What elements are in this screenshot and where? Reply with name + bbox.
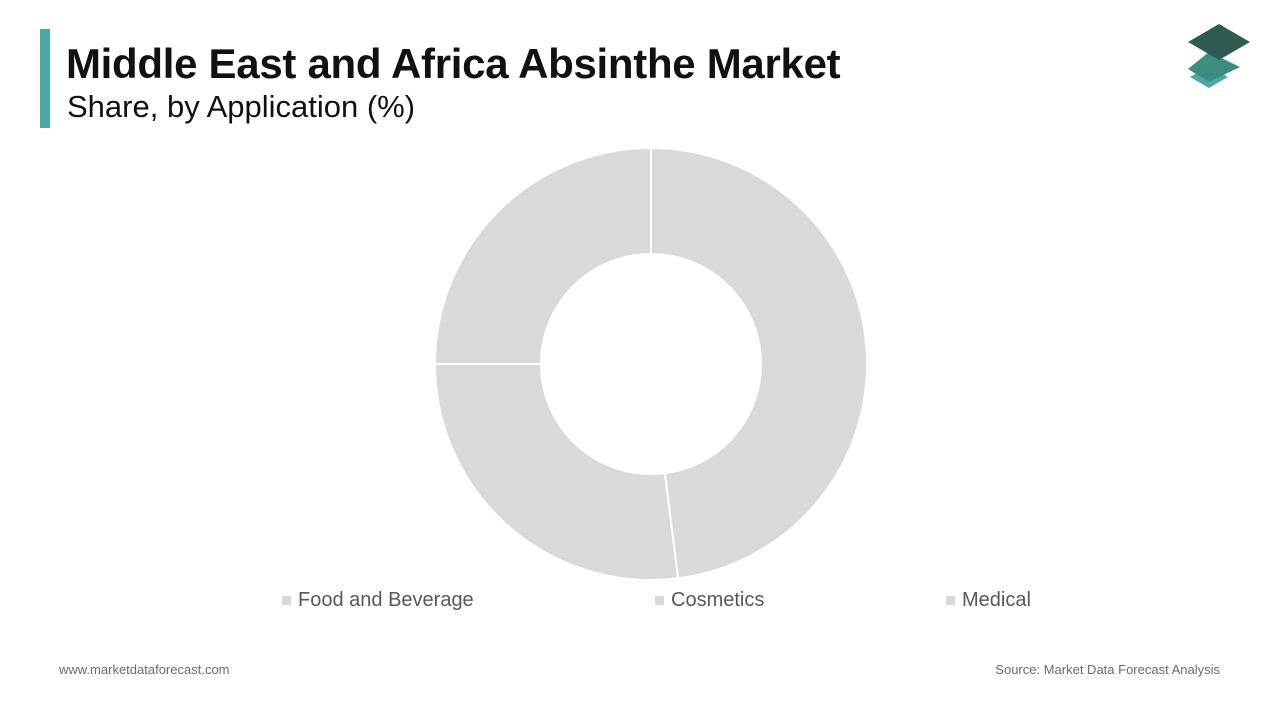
title-accent-bar: [40, 29, 50, 128]
footer-website: www.marketdataforecast.com: [59, 662, 230, 677]
legend-item-food-and-beverage: Food and Beverage: [282, 588, 474, 612]
legend-item-medical: Medical: [946, 588, 1031, 612]
stacked-layers-icon: [1188, 24, 1250, 88]
legend-label: Medical: [962, 588, 1031, 611]
legend-swatch: [282, 595, 291, 605]
legend-swatch: [946, 595, 955, 605]
logo-layer-middle: [1188, 52, 1240, 82]
donut-slice-cosmetics: [433, 363, 680, 581]
page-subtitle: Share, by Application (%): [67, 89, 416, 124]
legend-label: Cosmetics: [671, 588, 765, 611]
footer-source: Source: Market Data Forecast Analysis: [995, 662, 1220, 677]
legend-item-cosmetics: Cosmetics: [655, 588, 764, 612]
donut-slice-medical: [433, 146, 652, 365]
logo-layer-top: [1188, 24, 1250, 60]
page-title: Middle East and Africa Absinthe Market: [66, 40, 841, 87]
legend-swatch: [655, 595, 664, 605]
legend-label: Food and Beverage: [298, 588, 474, 611]
donut-slice-food-and-beverage: [650, 146, 868, 580]
